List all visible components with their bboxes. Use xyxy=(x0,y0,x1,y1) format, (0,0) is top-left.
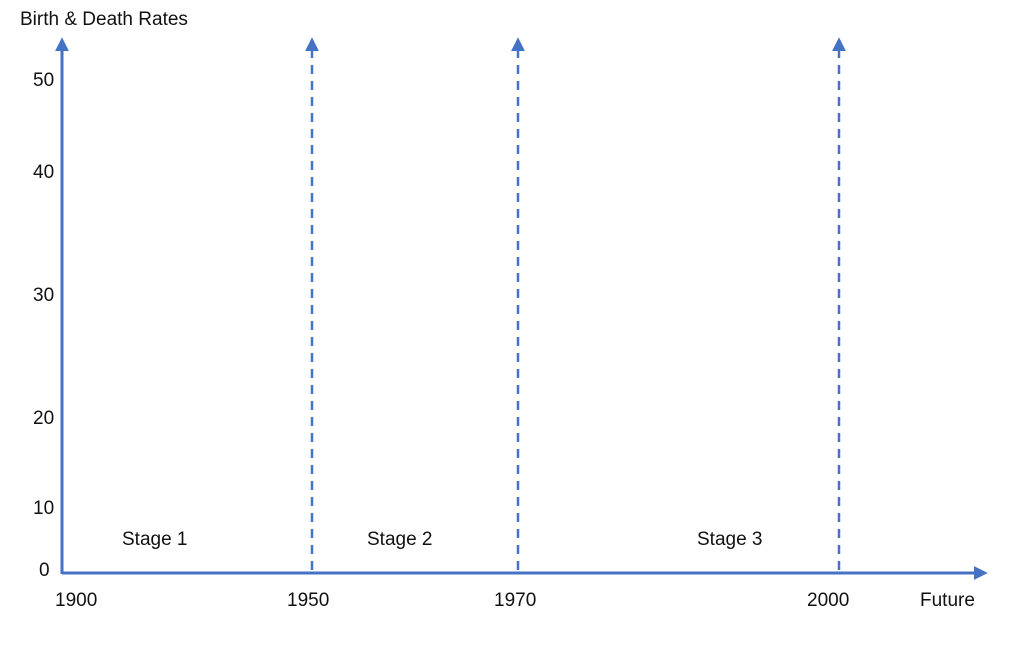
x-tick-label: 1970 xyxy=(494,590,536,611)
y-axis-title: Birth & Death Rates xyxy=(20,9,188,30)
stage-label: Stage 2 xyxy=(367,529,433,550)
stage-label: Stage 3 xyxy=(697,529,763,550)
y-tick-label: 40 xyxy=(33,162,54,183)
stage-label: Stage 1 xyxy=(122,529,188,550)
x-tick-label: 1950 xyxy=(287,590,329,611)
y-tick-label: 0 xyxy=(39,560,50,581)
y-tick-label: 30 xyxy=(33,285,54,306)
x-tick-label: 2000 xyxy=(807,590,849,611)
x-tick-label: 1900 xyxy=(55,590,97,611)
y-tick-label: 10 xyxy=(33,498,54,519)
y-tick-label: 20 xyxy=(33,408,54,429)
x-tick-label: Future xyxy=(920,590,975,611)
y-tick-label: 50 xyxy=(33,70,54,91)
